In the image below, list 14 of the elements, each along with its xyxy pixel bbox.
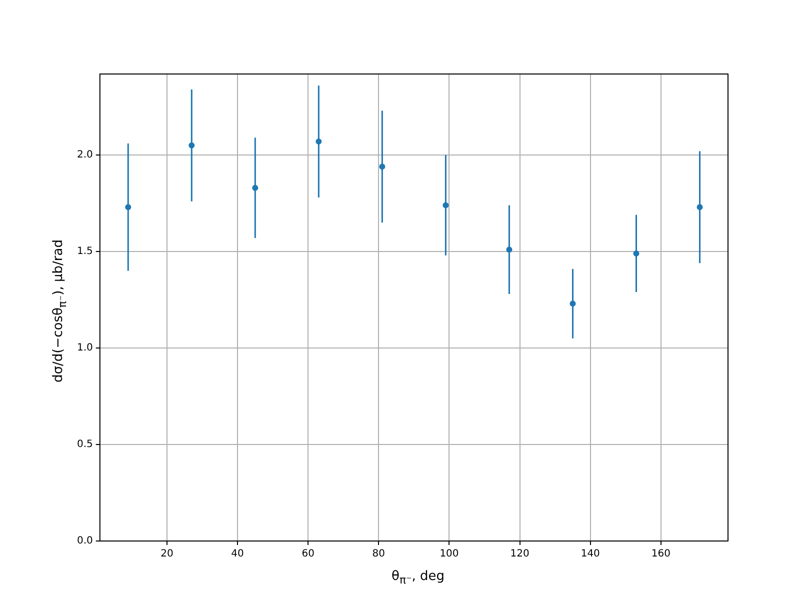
- x-tick-label: 100: [440, 548, 459, 560]
- y-tick-label: 0.5: [76, 439, 93, 450]
- x-tick-label: 120: [510, 548, 530, 560]
- y-tick-label: 1.0: [76, 342, 93, 354]
- y-tick-label: 2.0: [76, 150, 93, 161]
- x-tick-label: 80: [372, 548, 386, 560]
- x-tick-label: 40: [231, 548, 244, 560]
- x-tick-label: 140: [580, 548, 600, 560]
- x-tick-label: 20: [160, 548, 174, 560]
- y-tick-label: 0.0: [76, 536, 93, 547]
- x-axis-title: θ$_{π⁻}$, deg: [390, 569, 446, 587]
- y-tick-label: 1.5: [76, 246, 93, 258]
- x-tick-label: 60: [302, 548, 314, 560]
- x-tick-label: 160: [651, 548, 671, 560]
